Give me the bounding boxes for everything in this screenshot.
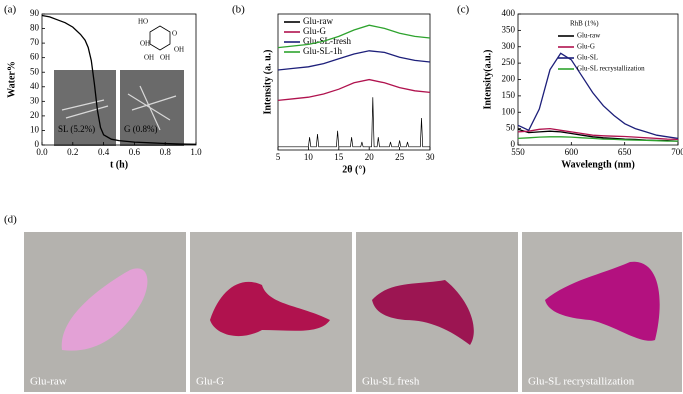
y-tick-label: 300 [502,41,516,51]
legend-label: Glu-SL [577,54,598,62]
x-tick-label: 20 [365,152,375,162]
y-axis-label: Water% [6,61,17,98]
series-line [517,52,679,140]
x-tick-label: 0.6 [129,147,141,157]
caption: Glu-raw [30,376,67,388]
inset-photo [54,70,116,146]
x-tick-label: 700 [671,147,683,157]
panel-label: (c) [457,4,470,16]
x-tick-label: 1.0 [190,147,202,157]
x-tick-label: 0.8 [160,147,172,157]
y-tick-label: 250 [502,57,516,67]
caption: Glu-SL fresh [362,376,420,388]
y-tick-label: 80 [30,23,40,33]
y-tick-label: 400 [502,8,516,18]
y-tick-label: 0 [511,139,516,149]
x-axis-label: 2θ (°) [342,164,365,175]
y-axis-label: Intensity(a.u.) [482,49,493,109]
legend-label: Glu-G [577,43,595,51]
annotation: G (0.8%) [124,124,158,134]
legend-label: Glu-raw [577,32,601,40]
series-line [277,50,431,71]
y-tick-label: 10 [30,125,40,135]
photos: (d) Glu-raw Glu-G Glu-SL fresh Glu-SL re… [4,214,682,392]
x-tick-label: 0.4 [98,147,110,157]
caption: Glu-SL recrystallization [528,376,635,388]
panel-label: (a) [4,4,17,16]
x-tick-label: 650 [618,147,632,157]
y-tick-label: 70 [30,37,40,47]
annotation: O [172,30,177,38]
annotation: OH [160,54,170,62]
y-tick-label: 200 [502,74,516,84]
sample [210,281,330,337]
panel-label: (d) [4,214,17,226]
series-line [41,14,197,145]
glucose-ring [149,25,171,51]
legend-label: Glu-SL-fresh [303,36,351,46]
series-line [517,136,678,142]
annotation: HO [138,18,148,26]
x-tick-label: 25 [395,152,405,162]
y-tick-label: 90 [30,8,40,18]
x-axis-label: t (h) [110,159,128,170]
inset-texture [61,85,177,131]
y-tick-label: 40 [30,81,40,91]
x-tick-label: 600 [565,147,579,157]
x-tick-label: 0.2 [67,147,78,157]
inset-photo [120,70,184,146]
annotation: OH [144,54,154,62]
legend-label: Glu-G [303,26,326,36]
x-tick-label: 10 [304,152,314,162]
x-tick-label: 30 [426,152,436,162]
annotation: OH [174,46,184,54]
sample [372,280,474,345]
annotation: OH [140,40,150,48]
y-tick-label: 50 [506,123,516,133]
y-tick-label: 0 [35,139,40,149]
y-tick-label: 150 [502,90,516,100]
y-tick-label: 350 [502,24,516,34]
caption: Glu-G [196,376,224,388]
legend-title: RhB (1%) [570,20,599,28]
legend-label: Glu-SL recrystallization [577,65,645,73]
series-line [277,78,431,102]
legend-label: Glu-SL-1h [303,46,342,56]
y-tick-label: 50 [30,66,40,76]
y-tick-label: 20 [30,110,40,120]
legend-label: Glu-raw [303,16,333,26]
x-tick-label: 15 [334,152,344,162]
x-tick-label: 0.0 [36,147,48,157]
plot-frame [41,13,197,146]
annotation: SL (5.2%) [58,124,95,134]
y-tick-label: 60 [30,52,40,62]
panel-label: (b) [232,4,245,16]
sample [61,268,148,351]
x-tick-label: 5 [276,152,281,162]
plot-frame [277,13,431,151]
x-axis-label: Wavelength (nm) [561,159,635,170]
sample [545,261,660,341]
y-tick-label: 30 [30,95,40,105]
x-tick-label: 550 [511,147,525,157]
series-line [517,127,679,141]
series-line [278,97,430,148]
y-tick-label: 100 [502,106,516,116]
y-axis-label: Intensity (a. u.) [262,49,273,114]
series-line [277,24,431,49]
